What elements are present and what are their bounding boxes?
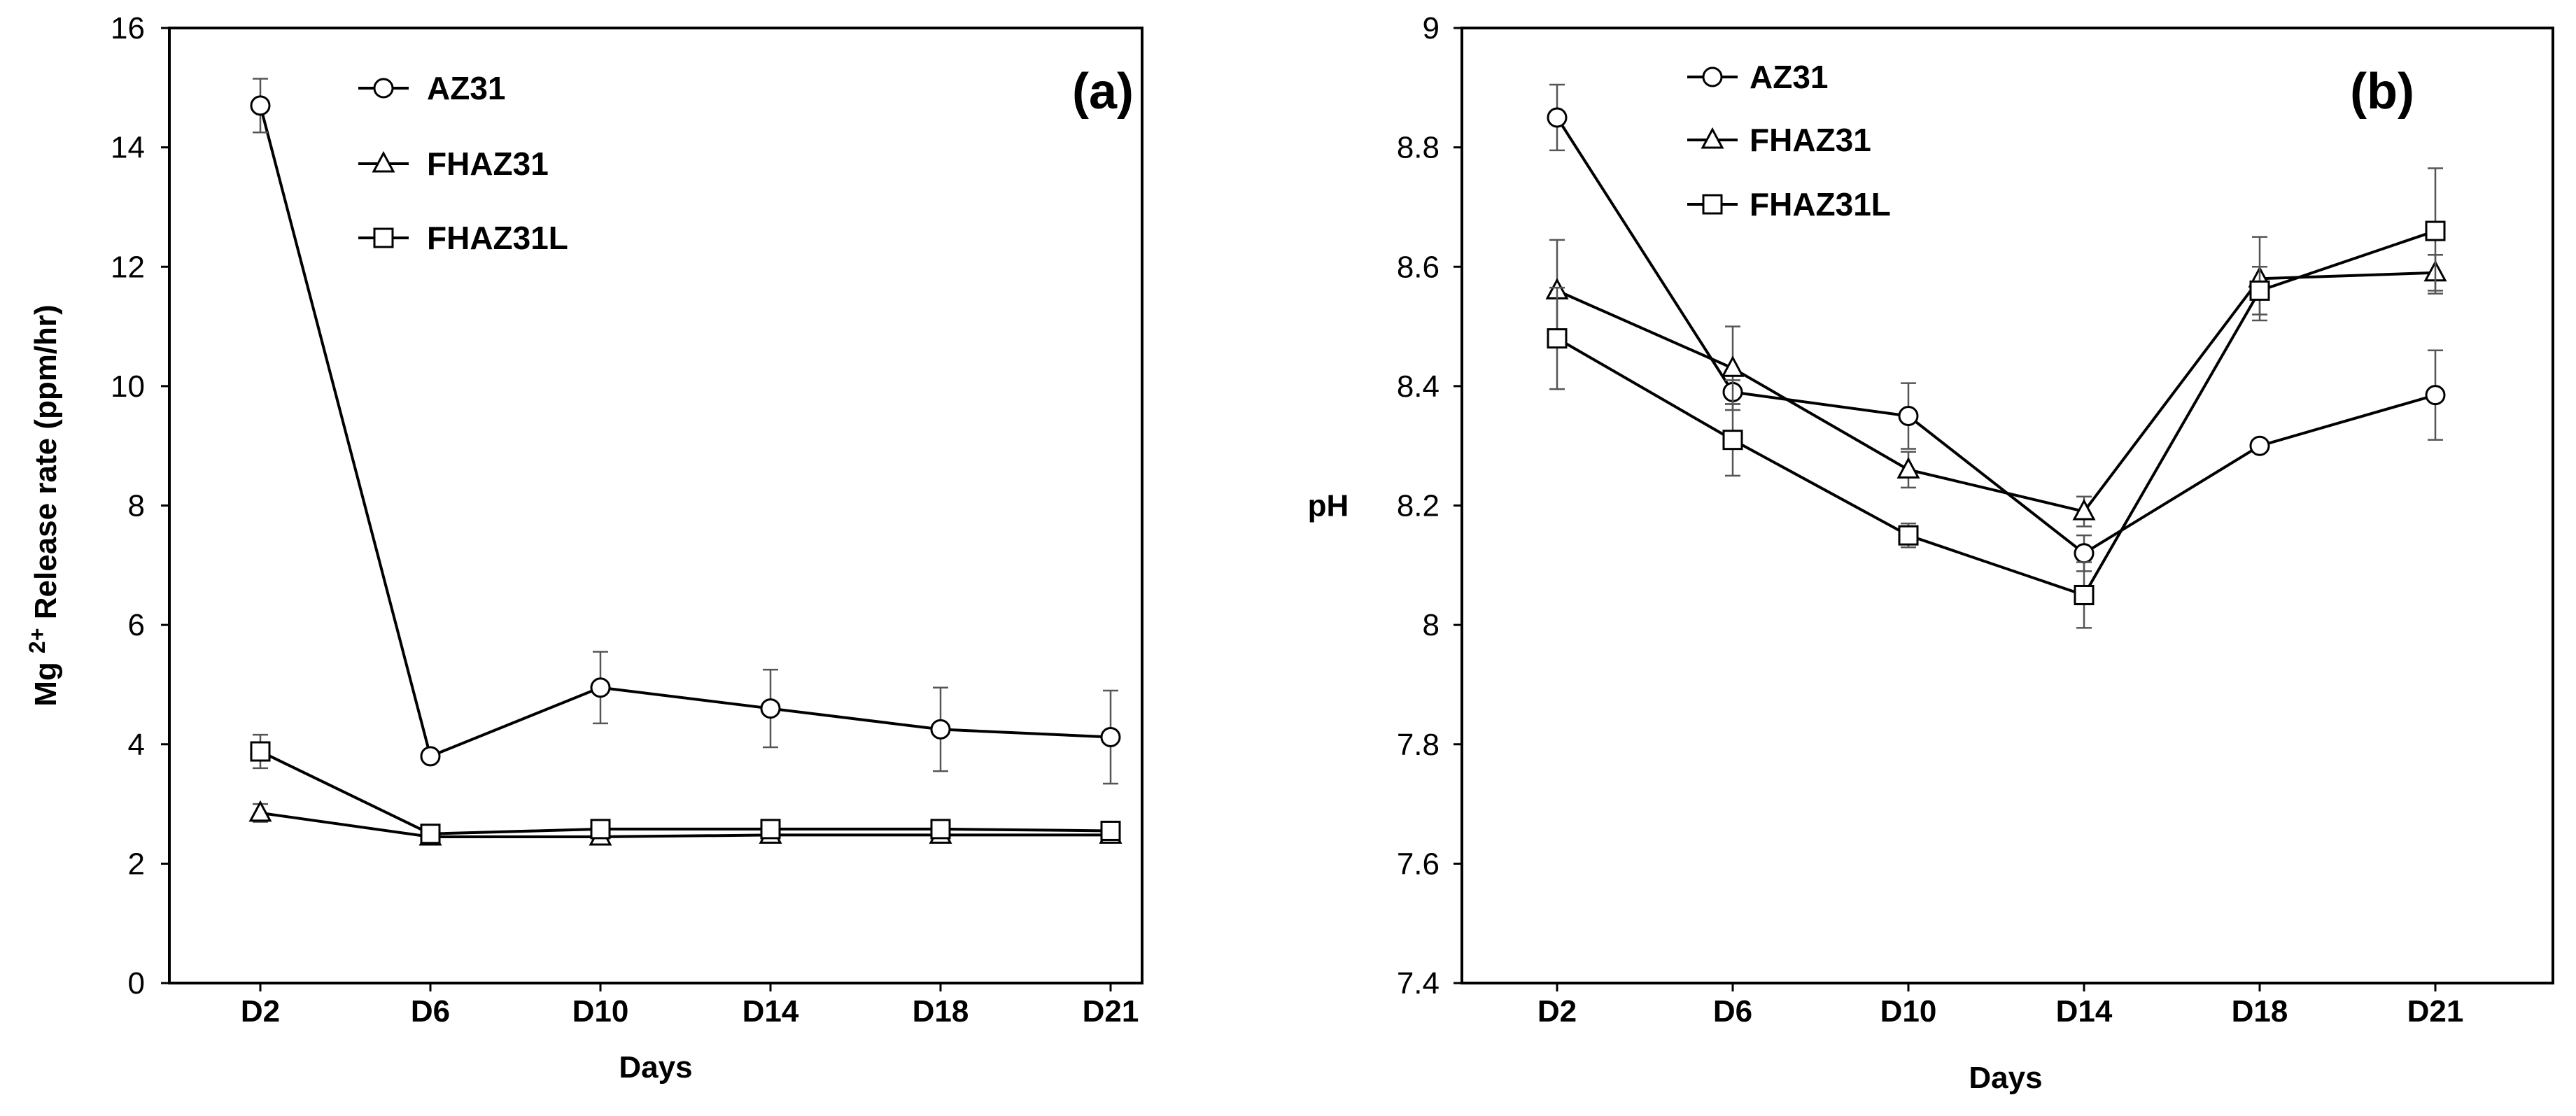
x-tick-label: D6 [411, 994, 450, 1029]
data-point [250, 741, 271, 762]
data-point [2074, 584, 2095, 605]
series-fhaz31l [250, 733, 1121, 845]
y-tick-label: 4 [128, 728, 145, 762]
legend-marker [1702, 66, 1723, 87]
x-tick-label: D18 [2232, 994, 2288, 1029]
data-point [2072, 498, 2096, 521]
y-tick-label: 7.4 [1397, 966, 1440, 1001]
data-point [590, 677, 611, 698]
data-point [1898, 525, 1919, 546]
data-point [2425, 220, 2446, 241]
plot-area-border [1461, 27, 2554, 984]
legend-label: FHAZ31L [427, 220, 568, 256]
legend-marker [373, 227, 394, 248]
series-az31 [250, 78, 1121, 785]
data-point [420, 824, 441, 845]
panel-label: (a) [1072, 64, 1134, 120]
y-tick-label: 14 [111, 131, 145, 165]
x-axis-title: Days [619, 1050, 692, 1085]
y-tick-label: 2 [128, 847, 145, 881]
data-point [2425, 385, 2446, 406]
legend-entry-fhaz31l: FHAZ31L [1687, 186, 1891, 223]
y-tick-label: 8.8 [1397, 131, 1440, 165]
legend-label: AZ31 [427, 70, 505, 106]
x-tick-label: D18 [913, 994, 969, 1029]
data-point [930, 819, 951, 840]
y-tick-label: 7.6 [1397, 847, 1440, 881]
x-tick-label: D10 [572, 994, 629, 1029]
series-az31 [1547, 83, 2446, 572]
y-tick-label: 8.4 [1397, 369, 1440, 404]
data-point [1721, 355, 1745, 377]
data-point [2249, 280, 2270, 301]
y-tick-label: 8 [128, 489, 145, 523]
y-tick-label: 7.8 [1397, 728, 1440, 762]
chart-panel-a: 0 2 4 6 8 10 12 14 16 D2 D6 D10 D14 D18 D21 Days Mg 2+ R… [24, 11, 1143, 1085]
legend-entry-az31: AZ31 [1687, 59, 1828, 95]
x-tick-label: D14 [742, 994, 799, 1029]
x-tick-label: D2 [241, 994, 280, 1029]
plot-area-border [168, 27, 1143, 984]
data-point [1547, 328, 1568, 349]
x-tick-label: D21 [2407, 994, 2464, 1029]
legend-marker [1701, 127, 1724, 149]
x-axis-title: Days [1969, 1061, 2042, 1095]
x-tick-label: D14 [2056, 994, 2113, 1029]
series-fhaz31l [1547, 167, 2446, 629]
y-axis-title: pH [1308, 489, 1349, 523]
x-tick-label: D21 [1083, 994, 1139, 1029]
series-line [1556, 229, 2436, 597]
legend-marker [373, 78, 394, 99]
data-point [1100, 727, 1121, 748]
data-point [250, 95, 271, 116]
legend-entry-fhaz31: FHAZ31 [1687, 122, 1871, 158]
legend-label: FHAZ31 [1750, 122, 1871, 158]
legend-marker [1702, 194, 1723, 215]
legend-marker [372, 150, 395, 173]
data-point [2074, 543, 2095, 564]
y-tick-label: 16 [111, 11, 145, 45]
data-point [420, 746, 441, 767]
series-line [260, 811, 1111, 838]
panel-label: (b) [2350, 64, 2414, 120]
y-tick-label: 10 [111, 369, 145, 404]
data-point [590, 819, 611, 840]
legend-label: AZ31 [1750, 59, 1828, 95]
series-line [1556, 271, 2436, 514]
data-point [1898, 406, 1919, 427]
legend-label: FHAZ31 [427, 146, 549, 182]
x-tick-label: D6 [1713, 994, 1752, 1029]
data-point [760, 698, 781, 719]
legend-entry-fhaz31l: FHAZ31L [358, 220, 568, 256]
y-tick-label: 12 [111, 250, 145, 284]
series-line [1556, 116, 2436, 556]
y-axis-title: Mg 2+ Release rate (ppm/hr) [24, 304, 63, 706]
chart-panel-b: 7.4 7.6 7.8 8 8.2 8.4 8.6 8.8 9 D2 D6 D10 D14 D18 D21 D… [1308, 11, 2554, 1095]
legend-entry-fhaz31: FHAZ31 [358, 146, 549, 182]
y-tick-label: 8 [1423, 608, 1440, 642]
legend-entry-az31: AZ31 [358, 70, 505, 106]
legend-label: FHAZ31L [1750, 186, 1891, 223]
data-point [1547, 107, 1568, 128]
y-tick-label: 9 [1423, 11, 1440, 45]
y-tick-label: 8.6 [1397, 250, 1440, 284]
series-line [259, 105, 1111, 758]
x-tick-label: D10 [1880, 994, 1937, 1029]
y-tick-label: 8.2 [1397, 489, 1440, 523]
y-tick-label: 0 [128, 966, 145, 1001]
data-point [248, 800, 272, 822]
y-tick-label: 6 [128, 608, 145, 642]
data-point [1722, 430, 1743, 451]
data-point [930, 719, 951, 740]
data-point [1100, 820, 1121, 841]
data-point [2249, 435, 2270, 456]
data-point [1896, 457, 1920, 479]
data-point [760, 819, 781, 840]
x-tick-label: D2 [1537, 994, 1577, 1029]
series-line [260, 750, 1111, 835]
